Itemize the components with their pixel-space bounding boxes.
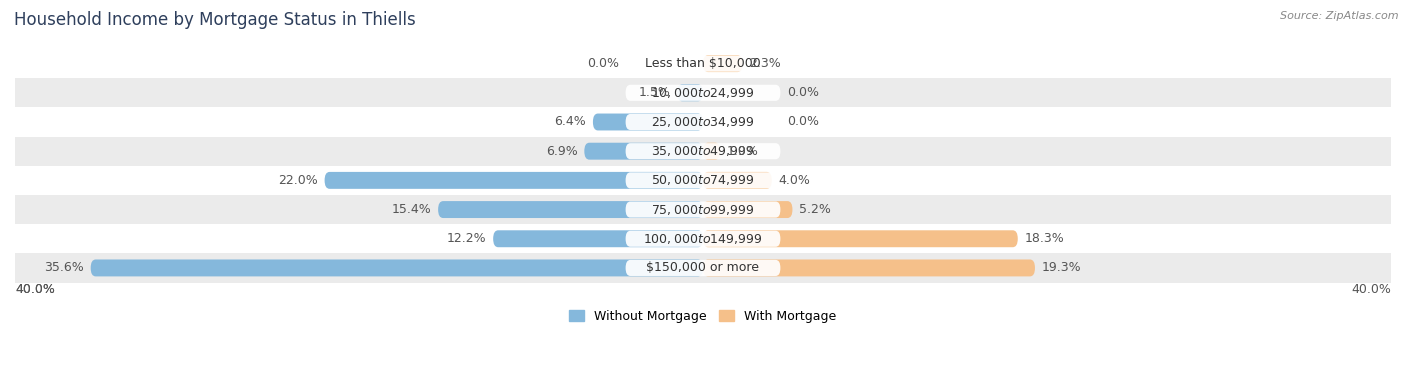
FancyBboxPatch shape — [626, 201, 780, 218]
Text: 12.2%: 12.2% — [447, 232, 486, 245]
Text: 35.6%: 35.6% — [44, 262, 84, 274]
Text: $10,000 to $24,999: $10,000 to $24,999 — [651, 86, 755, 100]
FancyBboxPatch shape — [626, 172, 780, 188]
Text: 22.0%: 22.0% — [278, 174, 318, 187]
Text: Source: ZipAtlas.com: Source: ZipAtlas.com — [1281, 11, 1399, 21]
Text: 0.0%: 0.0% — [586, 57, 619, 70]
Text: 4.0%: 4.0% — [779, 174, 810, 187]
FancyBboxPatch shape — [325, 172, 703, 189]
Legend: Without Mortgage, With Mortgage: Without Mortgage, With Mortgage — [564, 305, 842, 328]
Text: $50,000 to $74,999: $50,000 to $74,999 — [651, 174, 755, 187]
FancyBboxPatch shape — [703, 172, 772, 189]
FancyBboxPatch shape — [15, 78, 1391, 107]
FancyBboxPatch shape — [626, 114, 780, 130]
Text: $150,000 or more: $150,000 or more — [647, 262, 759, 274]
FancyBboxPatch shape — [494, 230, 703, 247]
FancyBboxPatch shape — [626, 56, 780, 72]
Text: $35,000 to $49,999: $35,000 to $49,999 — [651, 144, 755, 158]
FancyBboxPatch shape — [703, 201, 793, 218]
FancyBboxPatch shape — [439, 201, 703, 218]
Text: 40.0%: 40.0% — [15, 283, 55, 296]
Text: $100,000 to $149,999: $100,000 to $149,999 — [644, 232, 762, 246]
FancyBboxPatch shape — [593, 113, 703, 130]
FancyBboxPatch shape — [626, 143, 780, 159]
Text: Less than $10,000: Less than $10,000 — [645, 57, 761, 70]
FancyBboxPatch shape — [626, 231, 780, 247]
FancyBboxPatch shape — [678, 84, 703, 101]
FancyBboxPatch shape — [15, 195, 1391, 224]
Text: 1.5%: 1.5% — [638, 86, 671, 99]
FancyBboxPatch shape — [15, 166, 1391, 195]
FancyBboxPatch shape — [626, 260, 780, 276]
Text: 2.3%: 2.3% — [749, 57, 782, 70]
FancyBboxPatch shape — [703, 259, 1035, 276]
FancyBboxPatch shape — [15, 49, 1391, 78]
Text: 1.0%: 1.0% — [727, 145, 759, 158]
FancyBboxPatch shape — [15, 224, 1391, 253]
Text: 5.2%: 5.2% — [800, 203, 831, 216]
FancyBboxPatch shape — [15, 136, 1391, 166]
Text: Household Income by Mortgage Status in Thiells: Household Income by Mortgage Status in T… — [14, 11, 416, 29]
FancyBboxPatch shape — [703, 55, 742, 72]
FancyBboxPatch shape — [585, 143, 703, 160]
Text: 6.4%: 6.4% — [554, 116, 586, 129]
FancyBboxPatch shape — [703, 230, 1018, 247]
Text: $25,000 to $34,999: $25,000 to $34,999 — [651, 115, 755, 129]
FancyBboxPatch shape — [703, 143, 720, 160]
FancyBboxPatch shape — [15, 107, 1391, 136]
FancyBboxPatch shape — [626, 85, 780, 101]
FancyBboxPatch shape — [90, 259, 703, 276]
FancyBboxPatch shape — [15, 253, 1391, 282]
Text: $75,000 to $99,999: $75,000 to $99,999 — [651, 203, 755, 217]
Text: 40.0%: 40.0% — [1351, 283, 1391, 296]
Text: 0.0%: 0.0% — [787, 86, 820, 99]
Text: 15.4%: 15.4% — [391, 203, 432, 216]
Text: 18.3%: 18.3% — [1025, 232, 1064, 245]
Text: 19.3%: 19.3% — [1042, 262, 1081, 274]
Text: 0.0%: 0.0% — [787, 116, 820, 129]
Text: 6.9%: 6.9% — [546, 145, 578, 158]
Text: 40.0%: 40.0% — [15, 283, 55, 296]
